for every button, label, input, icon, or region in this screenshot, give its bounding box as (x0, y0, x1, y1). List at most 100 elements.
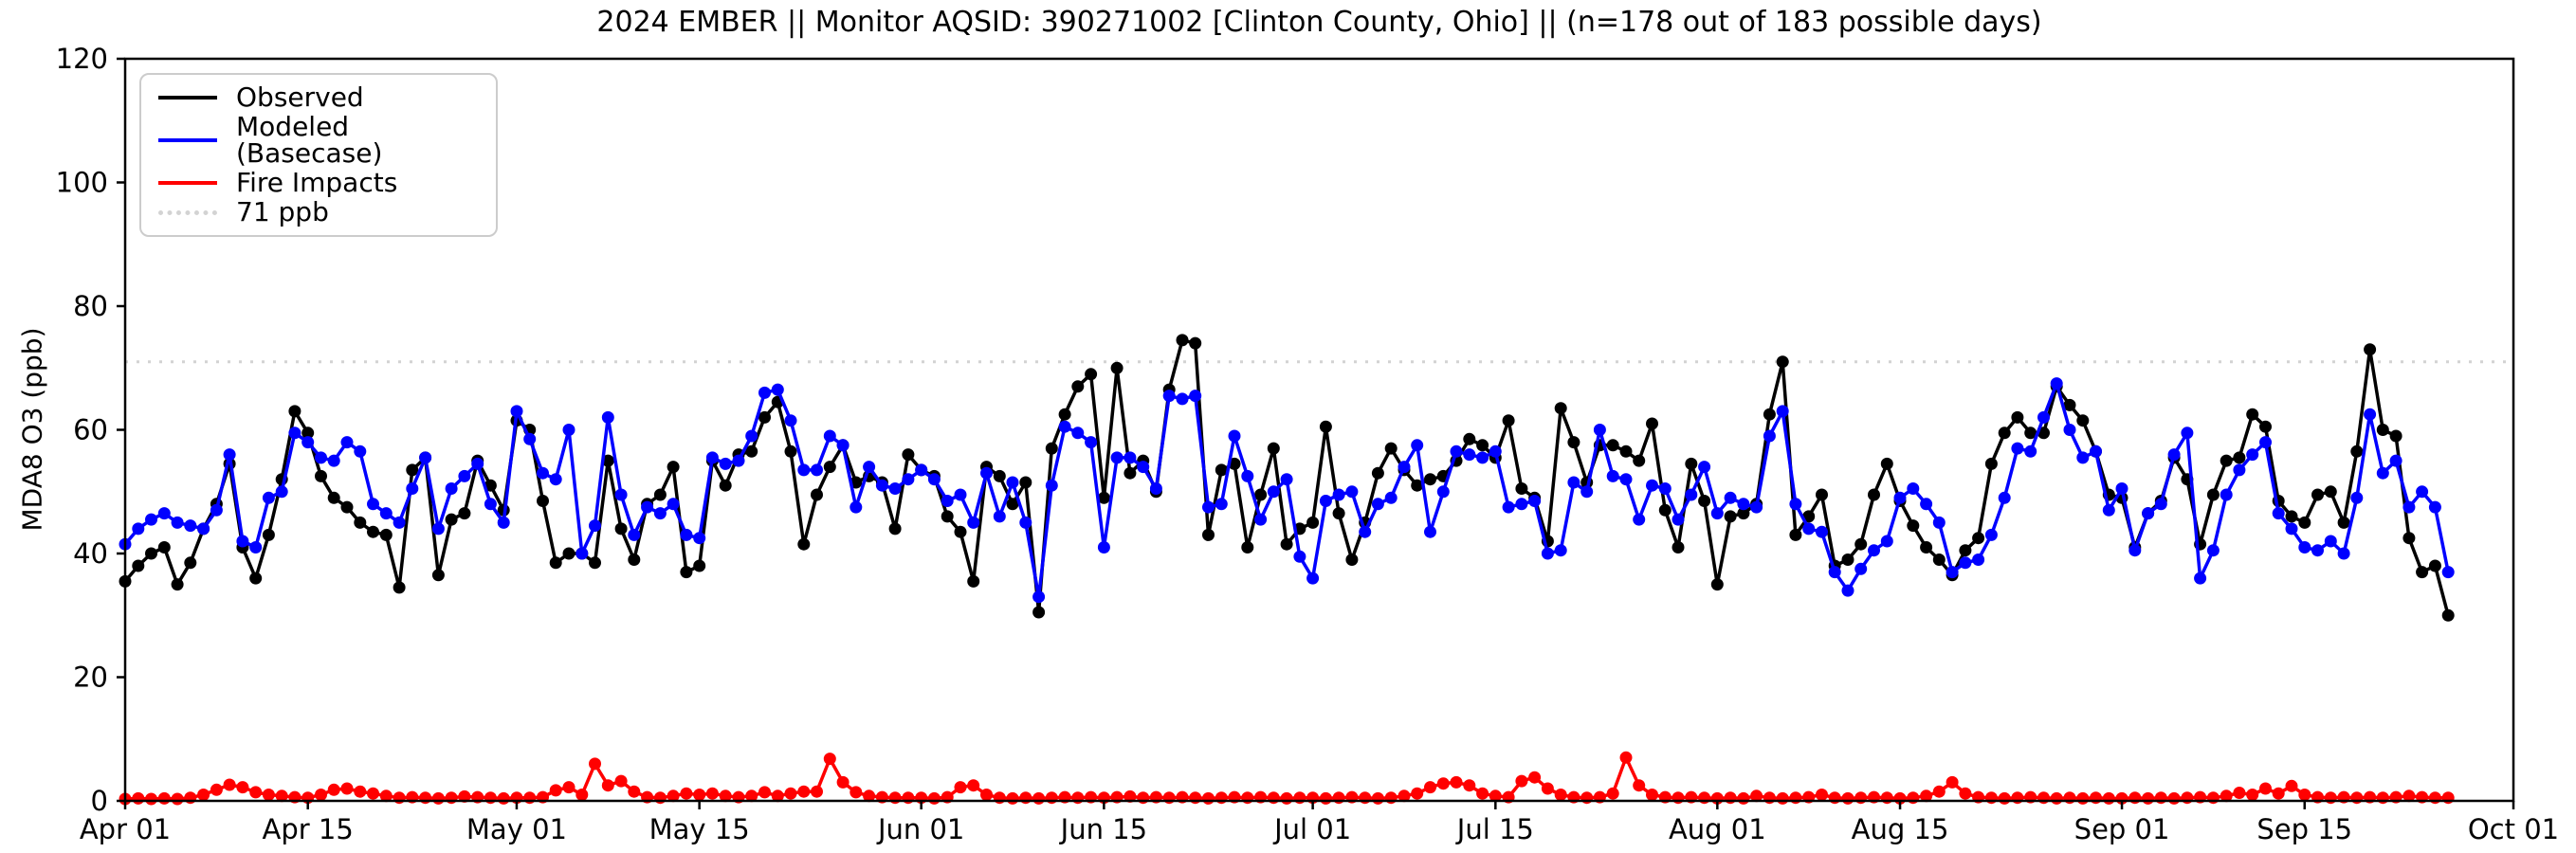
data-point-fire-impacts (1776, 791, 1789, 805)
data-point-modeled-basecase (1946, 566, 1959, 579)
data-point-observed (132, 559, 145, 572)
data-point-observed (601, 454, 614, 467)
y-tick-label: 40 (73, 537, 108, 570)
data-point-modeled-basecase (379, 507, 393, 520)
data-point-modeled-basecase (1293, 550, 1306, 563)
data-point-modeled-basecase (1854, 562, 1868, 575)
data-point-modeled-basecase (458, 469, 471, 482)
legend-item-observed: Observed (158, 83, 486, 111)
data-point-modeled-basecase (1058, 420, 1071, 433)
data-point-modeled-basecase (419, 451, 432, 464)
data-point-modeled-basecase (510, 405, 523, 418)
data-point-observed (2376, 424, 2389, 436)
data-point-modeled-basecase (2181, 426, 2194, 440)
data-point-observed (1658, 503, 1672, 517)
data-point-fire-impacts (797, 785, 811, 798)
data-point-fire-impacts (719, 789, 732, 803)
data-point-fire-impacts (967, 779, 980, 792)
data-point-observed (2206, 488, 2220, 501)
data-point-modeled-basecase (2090, 445, 2102, 458)
data-point-modeled-basecase (1202, 500, 1215, 514)
data-point-modeled-basecase (745, 429, 758, 443)
data-point-observed (745, 445, 758, 458)
series-line-modeled-basecase (123, 381, 2450, 599)
data-point-observed (367, 525, 379, 538)
data-point-modeled-basecase (1868, 544, 1880, 557)
data-point-observed (1202, 528, 1215, 541)
data-point-observed (2011, 410, 2024, 424)
legend-swatch-fire-impacts (158, 181, 217, 186)
x-tick-label: Sep 15 (2256, 813, 2352, 845)
data-point-observed (993, 469, 1006, 482)
x-tick-label: Apr 15 (263, 813, 354, 845)
data-point-modeled-basecase (732, 454, 745, 467)
data-point-observed (1502, 414, 1515, 427)
data-point-modeled-basecase (2402, 500, 2416, 514)
data-point-modeled-basecase (223, 448, 236, 462)
data-point-observed (1868, 488, 1880, 501)
data-point-fire-impacts (1463, 779, 1476, 792)
data-point-modeled-basecase (980, 466, 993, 480)
data-point-modeled-basecase (1359, 525, 1372, 538)
data-point-modeled-basecase (1398, 461, 1411, 474)
data-point-fire-impacts (171, 792, 184, 806)
data-point-fire-impacts (1946, 775, 1959, 789)
data-point-fire-impacts (784, 787, 797, 800)
data-point-observed (1254, 488, 1268, 501)
legend-label-fire-impacts: Fire Impacts (236, 167, 398, 199)
data-point-observed (1006, 498, 1019, 511)
legend-label-modeled-basecase: Modeled (Basecase) (236, 110, 383, 169)
data-point-observed (784, 445, 797, 458)
data-point-modeled-basecase (1972, 554, 1985, 566)
data-point-modeled-basecase (537, 466, 549, 480)
data-point-fire-impacts (275, 789, 288, 803)
data-point-fire-impacts (1750, 789, 1763, 803)
data-point-fire-impacts (354, 785, 367, 798)
data-point-observed (1710, 578, 1724, 591)
data-point-fire-impacts (1541, 782, 1554, 795)
data-point-modeled-basecase (1710, 507, 1724, 520)
data-point-modeled-basecase (157, 507, 171, 520)
data-point-fire-impacts (811, 785, 823, 798)
data-point-observed (1097, 491, 1110, 504)
data-point-modeled-basecase (954, 488, 967, 501)
data-point-fire-impacts (1554, 789, 1567, 801)
data-point-observed (1176, 334, 1189, 347)
data-point-fire-impacts (1998, 791, 2011, 805)
data-point-fire-impacts (836, 775, 850, 789)
data-point-modeled-basecase (1893, 491, 1907, 504)
data-point-modeled-basecase (210, 503, 223, 517)
data-point-observed (2246, 408, 2259, 421)
data-point-fire-impacts (680, 787, 693, 800)
data-point-fire-impacts (2142, 791, 2155, 805)
data-point-fire-impacts (823, 753, 836, 766)
data-point-modeled-basecase (327, 454, 340, 467)
data-point-fire-impacts (2076, 791, 2090, 805)
data-point-modeled-basecase (1541, 547, 1554, 560)
data-point-modeled-basecase (1619, 473, 1633, 486)
data-point-observed (1515, 482, 1528, 495)
x-tick-label: May 15 (649, 813, 750, 845)
data-point-fire-impacts (850, 786, 863, 799)
data-point-observed (823, 461, 836, 474)
data-point-modeled-basecase (1149, 482, 1162, 495)
data-point-observed (1959, 544, 1972, 557)
data-point-modeled-basecase (2272, 507, 2285, 520)
data-point-observed (1032, 606, 1046, 619)
data-point-fire-impacts (614, 774, 628, 788)
data-point-modeled-basecase (2142, 507, 2155, 520)
data-point-observed (1698, 495, 1711, 507)
data-point-observed (184, 556, 197, 570)
data-point-modeled-basecase (2233, 463, 2246, 477)
data-point-modeled-basecase (1658, 482, 1672, 495)
data-point-observed (1685, 457, 1698, 470)
data-point-observed (315, 469, 327, 482)
data-point-modeled-basecase (1633, 513, 1646, 526)
data-point-fire-impacts (2259, 782, 2272, 795)
data-point-observed (1411, 479, 1424, 492)
data-point-modeled-basecase (1411, 439, 1424, 452)
data-point-modeled-basecase (601, 410, 614, 424)
y-tick-label: 60 (73, 414, 108, 446)
data-point-modeled-basecase (2220, 488, 2233, 501)
